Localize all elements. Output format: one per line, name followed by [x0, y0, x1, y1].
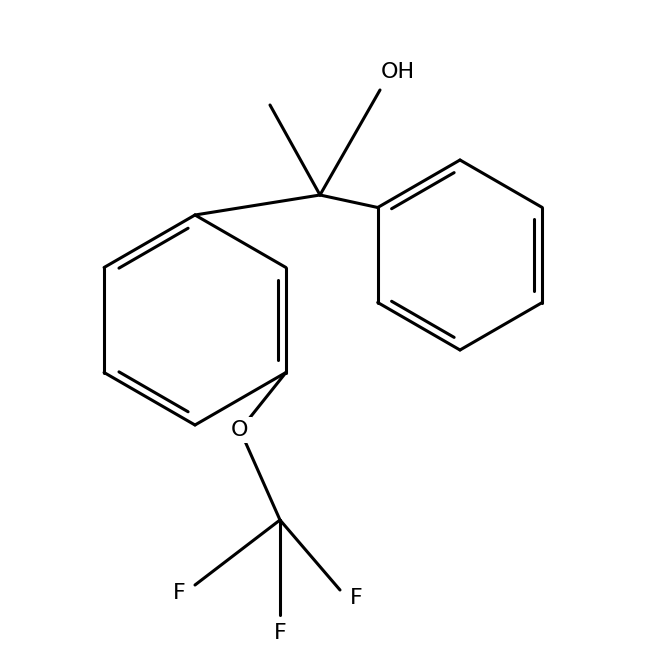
Text: O: O [231, 420, 249, 440]
Text: OH: OH [381, 62, 415, 82]
Text: F: F [173, 583, 186, 603]
Text: F: F [350, 588, 362, 608]
Text: F: F [273, 623, 286, 643]
